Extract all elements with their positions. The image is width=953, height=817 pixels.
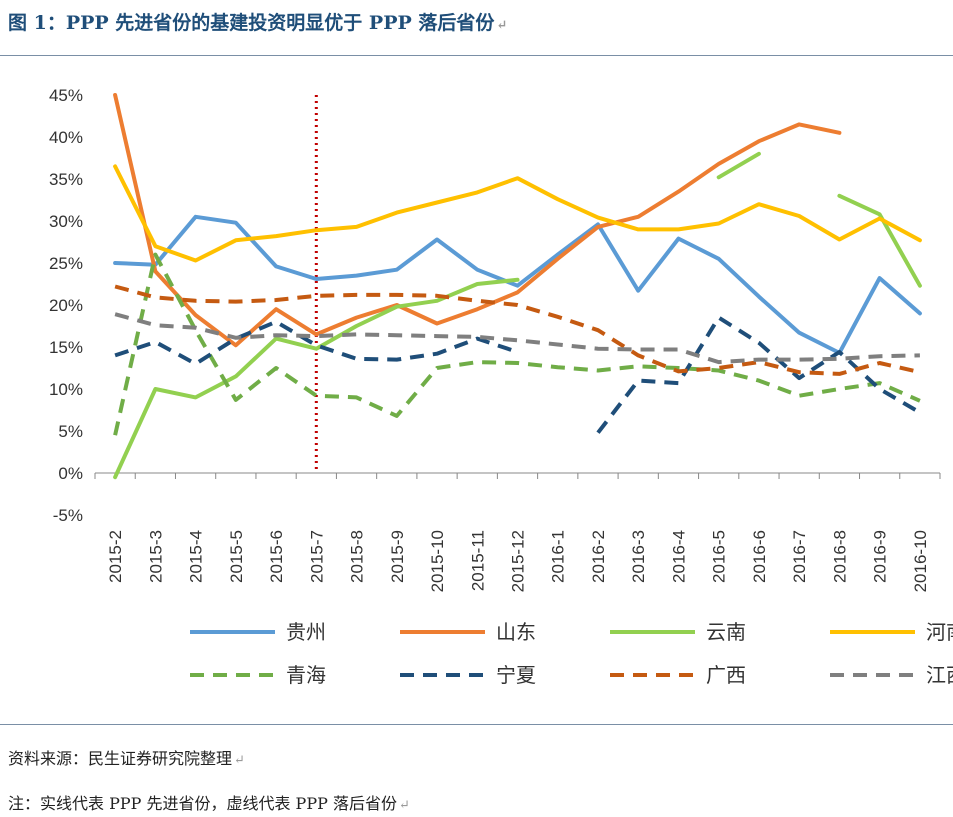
y-tick-label: 25% <box>49 254 83 273</box>
x-tick-label: 2016-10 <box>911 530 930 592</box>
y-tick-label: 35% <box>49 170 83 189</box>
x-tick-label: 2016-4 <box>669 530 688 583</box>
footnote-text: 注：实线代表 PPP 先进省份，虚线代表 PPP 落后省份 <box>8 794 397 813</box>
series-line <box>113 214 922 355</box>
x-tick-label: 2016-1 <box>549 530 568 583</box>
series-line <box>837 193 922 288</box>
series-line <box>716 151 761 180</box>
x-tick-label: 2015-12 <box>509 530 528 592</box>
series-line <box>113 252 921 436</box>
series-line <box>114 312 920 365</box>
y-tick-label: 45% <box>49 86 83 105</box>
y-tick-label: 10% <box>49 380 83 399</box>
x-tick-label: 2015-11 <box>468 530 487 591</box>
figure-title: 图 1：PPP 先进省份的基建投资明显优于 PPP 落后省份 ↵ <box>8 8 507 35</box>
source-note: 资料来源：民生证券研究院整理 ↵ <box>8 745 245 769</box>
legend-label: 云南 <box>706 620 746 644</box>
x-tick-label: 2016-8 <box>830 530 849 583</box>
x-tick-label: 2015-10 <box>428 530 447 592</box>
legend-label: 宁夏 <box>496 663 536 687</box>
x-tick-label: 2016-7 <box>790 530 809 583</box>
x-tick-label: 2015-2 <box>106 530 125 583</box>
top-rule <box>0 55 953 56</box>
y-tick-label: -5% <box>53 506 83 525</box>
line-chart: -5% 0% 5% 10% 15% 20% 25% 30% 35% 40% 45% 2015-2 201… <box>49 86 953 687</box>
x-tick-label: 2016-6 <box>750 530 769 583</box>
source-text: 资料来源：民生证券研究院整理 <box>8 749 233 768</box>
x-tick-label: 2016-2 <box>589 530 608 583</box>
y-tick-label: 40% <box>49 128 83 147</box>
legend-label: 青海 <box>286 663 326 687</box>
x-tick-label: 2015-9 <box>388 530 407 583</box>
footnote: 注：实线代表 PPP 先进省份，虚线代表 PPP 落后省份 ↵ <box>8 790 410 814</box>
x-tick-label: 2015-7 <box>307 530 326 583</box>
legend-label: 山东 <box>496 620 536 644</box>
x-tick-label: 2016-5 <box>710 530 729 583</box>
x-tick-label: 2015-6 <box>267 530 286 583</box>
y-tick-label: 30% <box>49 212 83 231</box>
legend-label: 广西 <box>706 663 746 687</box>
return-mark: ↵ <box>398 798 410 813</box>
series-line <box>114 284 921 376</box>
series-line <box>114 319 519 366</box>
series-line <box>596 315 921 434</box>
return-mark: ↵ <box>234 753 245 768</box>
y-tick-label: 5% <box>58 422 83 441</box>
x-tick-label: 2016-3 <box>629 530 648 583</box>
series-line <box>113 93 842 348</box>
series-line <box>113 164 922 263</box>
x-tick-label: 2015-5 <box>227 530 246 583</box>
legend-label: 江西 <box>926 663 953 687</box>
return-mark: ↵ <box>496 18 508 33</box>
legend-label: 河南 <box>926 620 953 644</box>
y-tick-label: 15% <box>49 338 83 357</box>
legend-label: 贵州 <box>286 620 326 644</box>
series-line <box>113 277 520 480</box>
title-bar: 图 1：PPP 先进省份的基建投资明显优于 PPP 落后省份 ↵ <box>0 0 953 52</box>
x-tick-label: 2015-3 <box>146 530 165 583</box>
y-tick-label: 20% <box>49 296 83 315</box>
x-tick-label: 2016-9 <box>871 530 890 583</box>
x-tick-label: 2015-4 <box>187 530 206 583</box>
bottom-rule <box>0 724 953 725</box>
x-tick-label: 2015-8 <box>348 530 367 583</box>
figure-title-text: 图 1：PPP 先进省份的基建投资明显优于 PPP 落后省份 <box>8 12 495 34</box>
y-tick-label: 0% <box>58 464 83 483</box>
